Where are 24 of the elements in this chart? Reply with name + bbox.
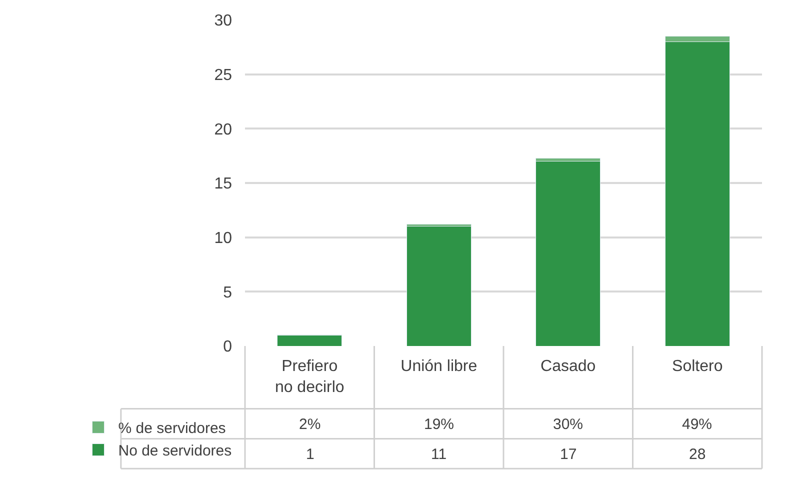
data-label: 49% [682, 416, 712, 433]
y-tick-label: 15 [214, 176, 232, 193]
data-label: 11 [431, 446, 447, 463]
y-tick-label: 30 [214, 12, 232, 30]
y-tick-label: 5 [223, 284, 232, 302]
x-tick-label: Prefiero no decirlo [274, 358, 344, 396]
x-tick-label: Unión libre [400, 358, 478, 375]
data-label: 1 [306, 446, 314, 463]
bar [536, 161, 601, 346]
data-label: 30% [553, 416, 584, 433]
legend-label: No de servidores [118, 442, 232, 460]
y-tick-label: 20 [214, 121, 232, 138]
data-label: 17 [560, 446, 577, 463]
y-tick-label: 0 [223, 338, 232, 356]
x-tick-label: Soltero [672, 358, 723, 375]
y-tick-label: 10 [214, 230, 232, 247]
y-tick-label: 25 [214, 66, 232, 84]
legend-label: % de servidores [118, 420, 226, 438]
x-tick-label: Casado [540, 358, 596, 375]
data-label: 19% [424, 416, 454, 433]
bar [406, 226, 472, 346]
data-label: 2% [299, 416, 321, 433]
bar [277, 334, 342, 346]
data-label: 28 [689, 446, 706, 463]
